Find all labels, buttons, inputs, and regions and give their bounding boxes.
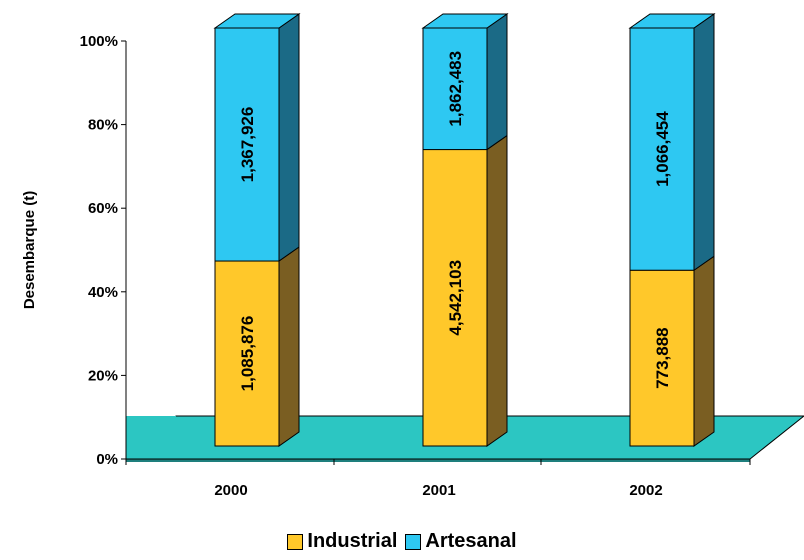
- data-label: 1,085,876: [238, 316, 257, 392]
- legend-swatch: [287, 533, 304, 550]
- bar-side: [693, 13, 715, 272]
- x-tick-label: 2002: [629, 482, 662, 499]
- y-tick-label: 80%: [88, 117, 118, 134]
- y-tick-label: 60%: [88, 200, 118, 217]
- floor-front: [126, 416, 176, 459]
- x-tick-label: 2001: [422, 482, 455, 499]
- bar-side: [278, 13, 300, 262]
- legend: Industrial Artesanal: [0, 530, 804, 556]
- y-tick-label: 0%: [96, 451, 118, 468]
- bar-industrial: [422, 149, 488, 447]
- bar-side: [693, 255, 715, 447]
- legend-label: Industrial: [307, 530, 398, 552]
- legend-swatch: [405, 533, 422, 550]
- floor-edge: [126, 459, 750, 462]
- bar-artesanal: [629, 27, 695, 271]
- bar-side: [278, 246, 300, 447]
- y-tick-label: 20%: [88, 367, 118, 384]
- legend-item: Industrial: [287, 530, 397, 553]
- bar-artesanal: [422, 27, 488, 151]
- x-tick-label: 2000: [214, 482, 247, 499]
- bar-artesanal: [214, 27, 280, 262]
- data-label: 773,888: [653, 327, 672, 388]
- data-label: 1,367,926: [238, 107, 257, 183]
- bar-side: [486, 134, 508, 447]
- y-axis-title: Desembarque (t): [21, 191, 38, 309]
- bar-side: [486, 13, 508, 151]
- legend-label: Artesanal: [425, 530, 517, 552]
- legend-item: Artesanal: [405, 530, 517, 553]
- bar-industrial: [214, 260, 280, 447]
- data-label: 1,862,483: [446, 51, 465, 127]
- bar-industrial: [629, 269, 695, 447]
- data-label: 4,542,103: [446, 260, 465, 336]
- y-tick-label: 100%: [80, 33, 118, 50]
- y-tick-label: 40%: [88, 284, 118, 301]
- data-label: 1,066,454: [653, 111, 672, 187]
